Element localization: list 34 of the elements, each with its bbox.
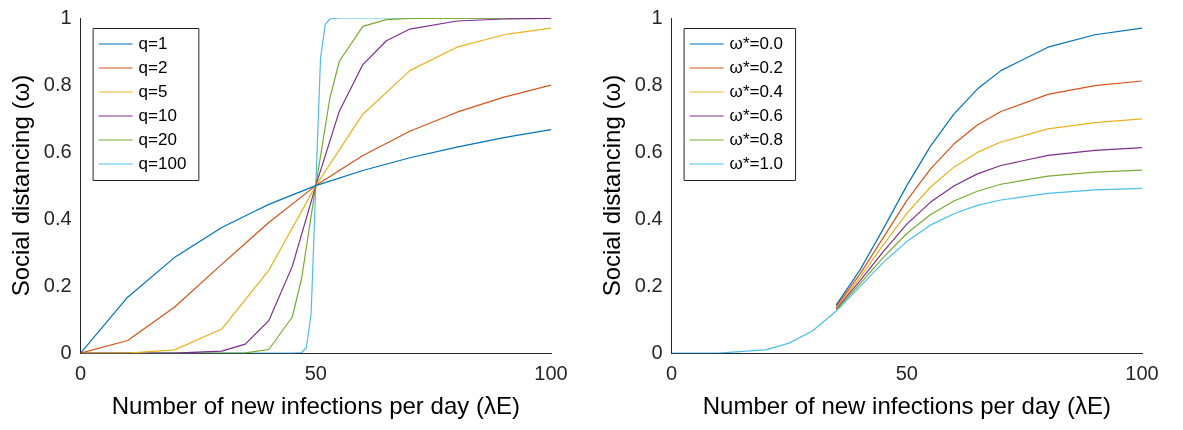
legend-label: q=100 — [138, 153, 187, 173]
x-tick-label: 50 — [304, 361, 327, 384]
x-tick-label: 50 — [895, 361, 918, 384]
y-axis-title: Social distancing (ω) — [598, 74, 626, 297]
x-tick-label: 100 — [534, 361, 568, 384]
legend-label: ω*=0.6 — [729, 105, 784, 125]
y-tick-label: 0.6 — [43, 139, 72, 162]
legend-label: ω*=0.2 — [729, 57, 784, 77]
legend-label: q=2 — [138, 57, 168, 77]
y-tick-label: 0.4 — [634, 206, 663, 229]
y-tick-label: 0.2 — [634, 273, 663, 296]
y-tick-label: 0.8 — [634, 72, 663, 95]
y-tick-label: 1 — [60, 5, 72, 28]
x-tick-label: 0 — [75, 361, 87, 384]
legend-label: q=5 — [138, 81, 168, 101]
y-tick-label: 0.8 — [43, 72, 72, 95]
y-tick-label: 0 — [60, 340, 72, 363]
legend-label: ω*=0.4 — [729, 81, 784, 101]
y-tick-label: 1 — [651, 5, 663, 28]
x-axis-title: Number of new infections per day (λE) — [111, 392, 520, 420]
y-tick-label: 0.6 — [634, 139, 663, 162]
legend-label: q=20 — [138, 129, 177, 149]
legend-label: ω*=0.0 — [729, 33, 784, 53]
legend-label: ω*=1.0 — [729, 153, 784, 173]
y-axis-title: Social distancing (ω) — [7, 74, 35, 297]
x-axis-title: Number of new infections per day (λE) — [702, 392, 1111, 420]
legend-label: ω*=0.8 — [729, 129, 784, 149]
y-tick-label: 0 — [651, 340, 663, 363]
legend-label: q=1 — [138, 33, 168, 53]
y-tick-label: 0.4 — [43, 206, 72, 229]
x-tick-label: 100 — [1125, 361, 1159, 384]
y-tick-label: 0.2 — [43, 273, 72, 296]
x-tick-label: 0 — [666, 361, 678, 384]
legend-label: q=10 — [138, 105, 177, 125]
